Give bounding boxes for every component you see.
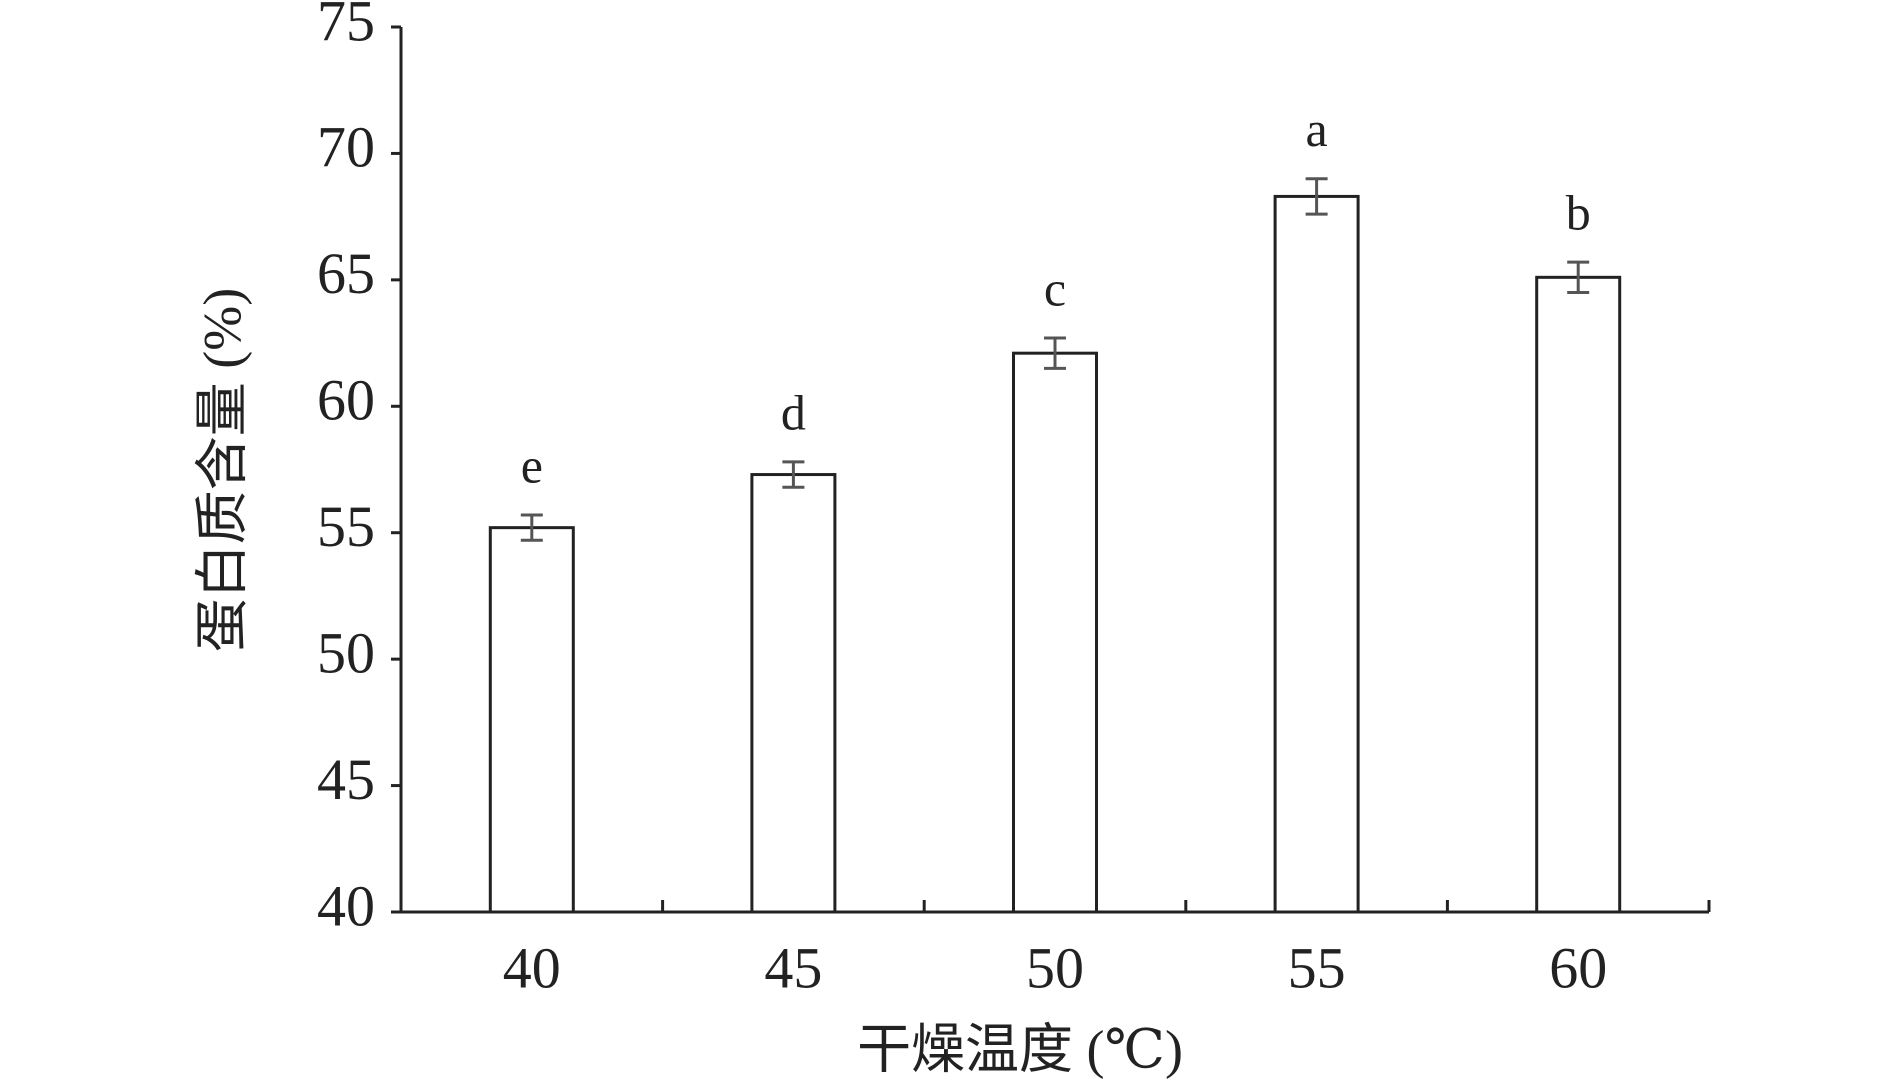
significance-label: e xyxy=(521,437,543,493)
y-tick-label: 55 xyxy=(317,494,375,559)
significance-label: b xyxy=(1566,185,1591,241)
x-tick-label: 50 xyxy=(1026,935,1084,1000)
y-tick-label: 75 xyxy=(317,0,375,53)
significance-label: a xyxy=(1305,101,1327,157)
bar xyxy=(750,473,837,914)
bar xyxy=(1535,275,1622,914)
significance-label: c xyxy=(1044,260,1066,316)
x-tick-label: 60 xyxy=(1549,935,1607,1000)
x-tick-label: 55 xyxy=(1288,935,1346,1000)
x-tick-label: 40 xyxy=(503,935,561,1000)
y-tick-label: 45 xyxy=(317,747,375,812)
y-tick-label: 50 xyxy=(317,620,375,685)
bar xyxy=(1273,194,1360,914)
y-tick-label: 40 xyxy=(317,873,375,938)
y-tick-label: 70 xyxy=(317,115,375,180)
bar xyxy=(1012,351,1098,914)
x-axis-title: 干燥温度 (℃) xyxy=(857,1019,1183,1079)
bar xyxy=(488,526,575,914)
significance-label: d xyxy=(781,384,806,440)
x-tick-label: 45 xyxy=(764,935,822,1000)
y-tick-label: 60 xyxy=(317,368,375,433)
y-axis-title: 蛋白质含量 (%) xyxy=(192,288,252,652)
y-tick-label: 65 xyxy=(317,241,375,306)
